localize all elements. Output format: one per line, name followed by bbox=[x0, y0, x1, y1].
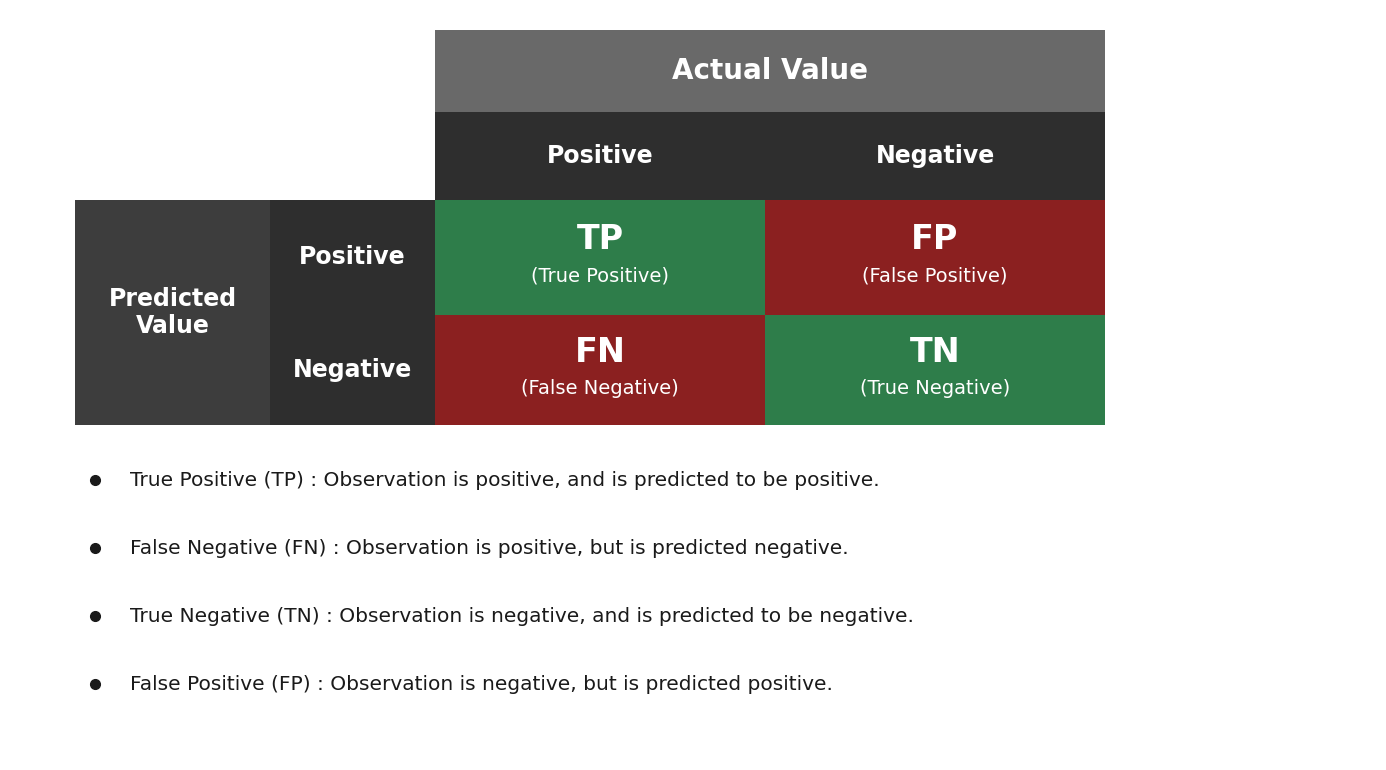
Text: (True Positive): (True Positive) bbox=[531, 266, 669, 285]
Text: True Positive (TP) : Observation is positive, and is predicted to be positive.: True Positive (TP) : Observation is posi… bbox=[130, 470, 880, 490]
Text: Positive: Positive bbox=[546, 144, 653, 168]
Text: Predicted
Value: Predicted Value bbox=[108, 286, 237, 338]
FancyBboxPatch shape bbox=[765, 200, 1105, 315]
Text: (True Negative): (True Negative) bbox=[859, 379, 1010, 397]
Text: TP: TP bbox=[577, 223, 624, 256]
Text: (False Negative): (False Negative) bbox=[521, 379, 679, 397]
Text: False Positive (FP) : Observation is negative, but is predicted positive.: False Positive (FP) : Observation is neg… bbox=[130, 675, 833, 694]
Text: True Negative (TN) : Observation is negative, and is predicted to be negative.: True Negative (TN) : Observation is nega… bbox=[130, 607, 913, 625]
Text: Negative: Negative bbox=[292, 358, 412, 382]
Text: False Negative (FN) : Observation is positive, but is predicted negative.: False Negative (FN) : Observation is pos… bbox=[130, 538, 848, 557]
FancyBboxPatch shape bbox=[435, 200, 765, 315]
Text: FP: FP bbox=[912, 223, 959, 256]
FancyBboxPatch shape bbox=[765, 112, 1105, 200]
Text: Actual Value: Actual Value bbox=[672, 57, 868, 85]
Text: FN: FN bbox=[575, 336, 625, 369]
Text: TN: TN bbox=[909, 336, 960, 369]
FancyBboxPatch shape bbox=[435, 30, 1105, 112]
Text: Negative: Negative bbox=[876, 144, 995, 168]
Text: Positive: Positive bbox=[299, 246, 406, 270]
FancyBboxPatch shape bbox=[270, 200, 435, 315]
FancyBboxPatch shape bbox=[435, 112, 765, 200]
FancyBboxPatch shape bbox=[270, 315, 435, 425]
FancyBboxPatch shape bbox=[765, 315, 1105, 425]
FancyBboxPatch shape bbox=[435, 315, 765, 425]
FancyBboxPatch shape bbox=[75, 200, 270, 425]
Text: (False Positive): (False Positive) bbox=[862, 266, 1008, 285]
